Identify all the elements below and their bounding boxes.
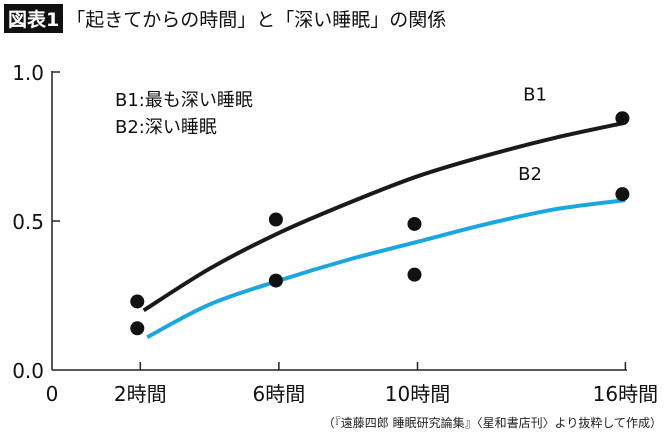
legend-b1: B1:最も深い睡眠 bbox=[115, 90, 253, 111]
data-point-b2 bbox=[268, 273, 283, 288]
y-tick-label: 0.5 bbox=[12, 210, 44, 234]
x-tick-label: 2時間 bbox=[114, 382, 167, 406]
series-label-b1: B1 bbox=[523, 85, 547, 106]
x-tick-label: 10時間 bbox=[385, 382, 450, 406]
x-tick-label: 6時間 bbox=[253, 382, 306, 406]
data-point-b2 bbox=[615, 187, 630, 202]
source-note: （『遠藤四郎 睡眠研究論集』〈星和書店刊〉より抜粋して作成） bbox=[322, 416, 662, 430]
legend-b2: B2:深い睡眠 bbox=[115, 117, 217, 138]
data-point-b2 bbox=[407, 267, 422, 282]
x-origin-label: 0 bbox=[46, 382, 59, 406]
data-point-b2 bbox=[130, 321, 145, 336]
data-point-b1 bbox=[268, 212, 283, 227]
data-point-b1 bbox=[615, 111, 630, 126]
y-tick-label: 1.0 bbox=[12, 61, 44, 85]
series-label-b2: B2 bbox=[518, 164, 542, 185]
y-tick-label: 0.0 bbox=[12, 359, 44, 383]
data-point-b1 bbox=[407, 216, 422, 231]
figure-badge: 図表1 bbox=[4, 3, 64, 33]
figure-title: 図表1 「起きてからの時間」と「深い睡眠」の関係 bbox=[4, 3, 446, 33]
series-b2-curve bbox=[146, 198, 626, 339]
series-b1-curve bbox=[142, 120, 626, 313]
data-point-b1 bbox=[130, 294, 145, 309]
x-tick-label: 16時間 bbox=[593, 382, 658, 406]
title-text: 「起きてからの時間」と「深い睡眠」の関係 bbox=[66, 8, 447, 31]
